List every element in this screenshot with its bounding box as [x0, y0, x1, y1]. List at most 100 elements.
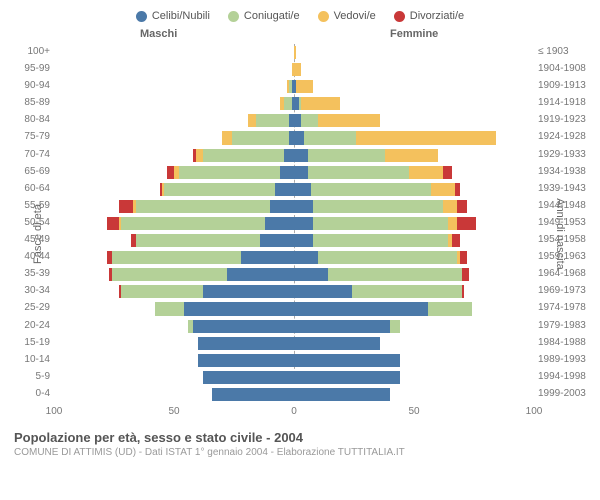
segment [280, 166, 294, 179]
segment [198, 354, 294, 367]
rows-container: 100+≤ 190395-991904-190890-941909-191385… [54, 44, 534, 404]
male-bar [54, 131, 294, 144]
birth-year-label: 1979-1983 [538, 321, 600, 331]
segment [313, 217, 447, 230]
age-row: 45-491954-1958 [54, 232, 534, 249]
age-row: 100+≤ 1903 [54, 44, 534, 61]
female-bar [294, 337, 534, 350]
birth-year-label: 1954-1958 [538, 235, 600, 245]
birth-year-label: 1959-1963 [538, 252, 600, 262]
segment [294, 234, 313, 247]
male-bar [54, 200, 294, 213]
segment [294, 149, 308, 162]
female-bar [294, 80, 534, 93]
segment [232, 131, 290, 144]
plot-area: Fasce di età Anni di nascita 100+≤ 19039… [0, 44, 600, 424]
male-bar [54, 337, 294, 350]
birth-year-label: ≤ 1903 [538, 47, 600, 57]
segment [294, 268, 328, 281]
segment [203, 285, 294, 298]
birth-year-label: 1989-1993 [538, 355, 600, 365]
female-bar [294, 217, 534, 230]
segment [443, 166, 453, 179]
birth-year-label: 1939-1943 [538, 184, 600, 194]
birth-year-label: 1944-1948 [538, 201, 600, 211]
legend-swatch [228, 11, 239, 22]
segment [121, 217, 265, 230]
segment [198, 337, 294, 350]
segment [256, 114, 290, 127]
segment [294, 114, 301, 127]
male-bar [54, 371, 294, 384]
age-label: 30-34 [0, 286, 50, 296]
segment [164, 183, 274, 196]
segment [460, 251, 467, 264]
segment [443, 200, 457, 213]
age-row: 90-941909-1913 [54, 78, 534, 95]
female-bar [294, 63, 534, 76]
segment [121, 285, 203, 298]
segment [294, 183, 311, 196]
legend-item: Coniugati/e [228, 10, 300, 22]
male-bar [54, 320, 294, 333]
segment [328, 268, 462, 281]
legend-item: Vedovi/e [318, 10, 376, 22]
age-label: 75-79 [0, 132, 50, 142]
male-bar [54, 388, 294, 401]
age-row: 95-991904-1908 [54, 61, 534, 78]
female-bar [294, 285, 534, 298]
segment [294, 354, 400, 367]
age-label: 100+ [0, 47, 50, 57]
birth-year-label: 1919-1923 [538, 115, 600, 125]
segment [294, 131, 304, 144]
age-row: 0-41999-2003 [54, 386, 534, 403]
x-tick: 100 [526, 406, 543, 417]
segment [462, 285, 464, 298]
birth-year-label: 1984-1988 [538, 338, 600, 348]
chart-subtitle: COMUNE DI ATTIMIS (UD) - Dati ISTAT 1° g… [14, 447, 590, 458]
x-tick: 50 [408, 406, 419, 417]
birth-year-label: 1994-1998 [538, 372, 600, 382]
segment [313, 200, 443, 213]
segment [385, 149, 438, 162]
female-bar [294, 388, 534, 401]
male-bar [54, 46, 294, 59]
male-bar [54, 354, 294, 367]
segment [457, 200, 467, 213]
female-bar [294, 149, 534, 162]
female-bar [294, 114, 534, 127]
segment [452, 234, 459, 247]
chart-footer: Popolazione per età, sesso e stato civil… [0, 424, 600, 458]
male-bar [54, 114, 294, 127]
male-bar [54, 251, 294, 264]
segment [318, 251, 457, 264]
segment [265, 217, 294, 230]
birth-year-label: 1949-1953 [538, 218, 600, 228]
female-bar [294, 131, 534, 144]
segment [352, 285, 462, 298]
column-headers: Maschi Femmine [0, 28, 600, 44]
segment [390, 320, 400, 333]
segment [136, 200, 270, 213]
segment [294, 166, 308, 179]
header-female: Femmine [390, 28, 438, 40]
x-tick: 0 [291, 406, 297, 417]
segment [294, 217, 313, 230]
legend-item: Celibi/Nubili [136, 10, 210, 22]
age-row: 15-191984-1988 [54, 335, 534, 352]
segment [212, 388, 294, 401]
segment [155, 302, 184, 315]
age-label: 25-29 [0, 303, 50, 313]
segment [301, 97, 339, 110]
x-tick: 100 [46, 406, 63, 417]
segment [462, 268, 469, 281]
segment [294, 285, 352, 298]
age-row: 35-391964-1968 [54, 266, 534, 283]
segment [428, 302, 471, 315]
age-row: 80-841919-1923 [54, 112, 534, 129]
segment [136, 234, 261, 247]
birth-year-label: 1914-1918 [538, 98, 600, 108]
segment [284, 149, 294, 162]
legend-swatch [394, 11, 405, 22]
x-tick: 50 [168, 406, 179, 417]
